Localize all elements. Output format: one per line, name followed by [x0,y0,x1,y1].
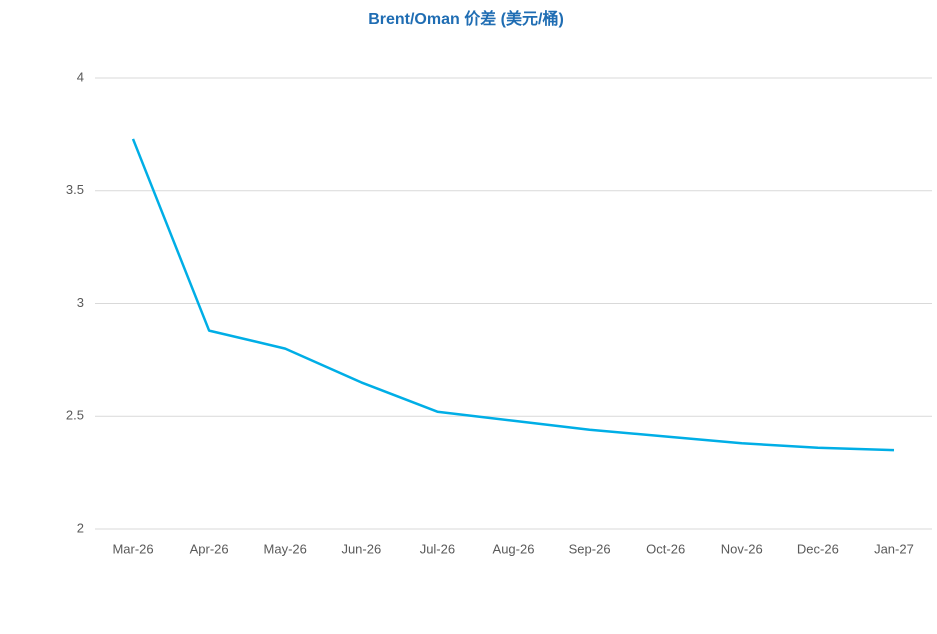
y-tick-label: 2 [77,520,84,535]
y-tick-label: 4 [77,69,84,84]
x-tick-label: Dec-26 [797,541,839,556]
x-tick-label: Sep-26 [569,541,611,556]
x-tick-label: May-26 [264,541,307,556]
data-line [131,138,895,452]
x-tick-label: Nov-26 [721,541,763,556]
y-tick-label: 2.5 [66,408,84,423]
x-tick-label: Jan-27 [874,541,914,556]
x-tick-label: Oct-26 [646,541,685,556]
x-tick-label: Jul-26 [420,541,455,556]
y-tick-label: 3 [77,295,84,310]
x-tick-label: Mar-26 [112,541,153,556]
x-tick-label: Apr-26 [190,541,229,556]
chart-title: Brent/Oman 价差 (美元/桶) [368,9,564,28]
x-tick-label: Aug-26 [493,541,535,556]
y-tick-label: 3.5 [66,182,84,197]
x-tick-label: Jun-26 [341,541,381,556]
